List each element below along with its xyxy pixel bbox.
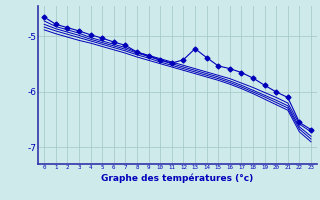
X-axis label: Graphe des températures (°c): Graphe des températures (°c)	[101, 173, 254, 183]
